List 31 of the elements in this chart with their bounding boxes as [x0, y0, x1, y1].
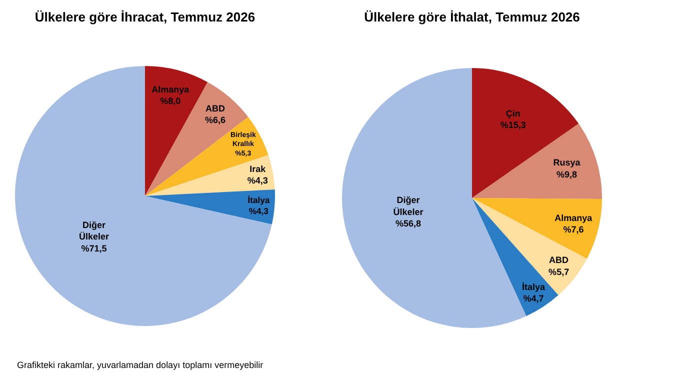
slice-label: ABD	[206, 103, 226, 114]
data-label: %9,8	[556, 169, 578, 180]
slice-label: Almanya	[152, 84, 190, 94]
chart-title: Ülkelere göre İthalat, Temmuz 2026	[364, 10, 580, 25]
slice-label: ABD	[549, 255, 570, 266]
slice-label: Diğer Ülkeler	[393, 195, 424, 217]
data-label: %4,7	[523, 294, 544, 304]
data-label: %6,6	[205, 115, 226, 126]
data-label: %5,7	[548, 266, 570, 277]
data-label: %56,8	[395, 218, 422, 229]
slice-label: Çin	[506, 108, 520, 118]
data-label: %4,3	[247, 176, 268, 186]
slice-label: Rusya	[553, 158, 582, 168]
slice-label: İtalya	[248, 194, 270, 205]
slice-label: İtalya	[522, 282, 546, 292]
pie-slice	[145, 155, 275, 196]
slice-label: Irak	[250, 164, 267, 174]
data-label: %71,5	[81, 243, 107, 254]
data-label: %4,3	[248, 206, 269, 216]
pie-slice	[145, 189, 275, 224]
chart-title: Ülkelere göre İhracat, Temmuz 2026	[34, 10, 256, 25]
text: Grafikteki rakamlar, yuvarlamadan dolayı toplamı vermeyebilir	[17, 360, 264, 370]
data-label: %8,0	[160, 96, 181, 106]
pie-slice	[472, 68, 579, 198]
slice-label: Almanya	[554, 212, 594, 223]
slice-label: Diğer Ülkeler	[79, 220, 110, 242]
pie-slice	[472, 124, 602, 200]
pie-slice	[15, 66, 272, 326]
pie-slice	[145, 116, 268, 196]
data-label: %15,3	[500, 120, 526, 130]
data-label: %7,6	[563, 224, 584, 235]
